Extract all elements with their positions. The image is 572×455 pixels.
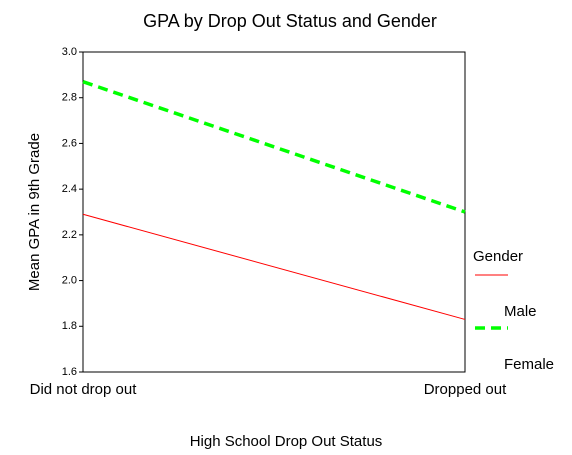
y-tick-label: 2.0 bbox=[62, 274, 77, 286]
plot-frame bbox=[82, 51, 466, 373]
y-tick-label: 2.2 bbox=[62, 229, 77, 241]
x-tick-label: Did not drop out bbox=[30, 381, 138, 398]
x-axis-label: High School Drop Out Status bbox=[190, 433, 383, 450]
legend-title: Gender bbox=[473, 248, 523, 265]
series-line bbox=[82, 80, 466, 214]
chart-title: GPA by Drop Out Status and Gender bbox=[143, 11, 437, 31]
y-tick-label: 2.8 bbox=[62, 92, 77, 104]
y-tick-label: 1.6 bbox=[62, 366, 77, 378]
legend-label: Female bbox=[504, 356, 554, 373]
y-axis-label: Mean GPA in 9th Grade bbox=[26, 133, 43, 291]
y-tick-label: 2.4 bbox=[62, 183, 77, 195]
series-line bbox=[82, 213, 466, 320]
y-tick-label: 1.8 bbox=[62, 320, 77, 332]
y-tick-label: 3.0 bbox=[62, 46, 77, 58]
y-tick-label: 2.6 bbox=[62, 137, 77, 149]
legend-label: Male bbox=[504, 303, 537, 320]
x-tick-label: Dropped out bbox=[424, 381, 507, 398]
